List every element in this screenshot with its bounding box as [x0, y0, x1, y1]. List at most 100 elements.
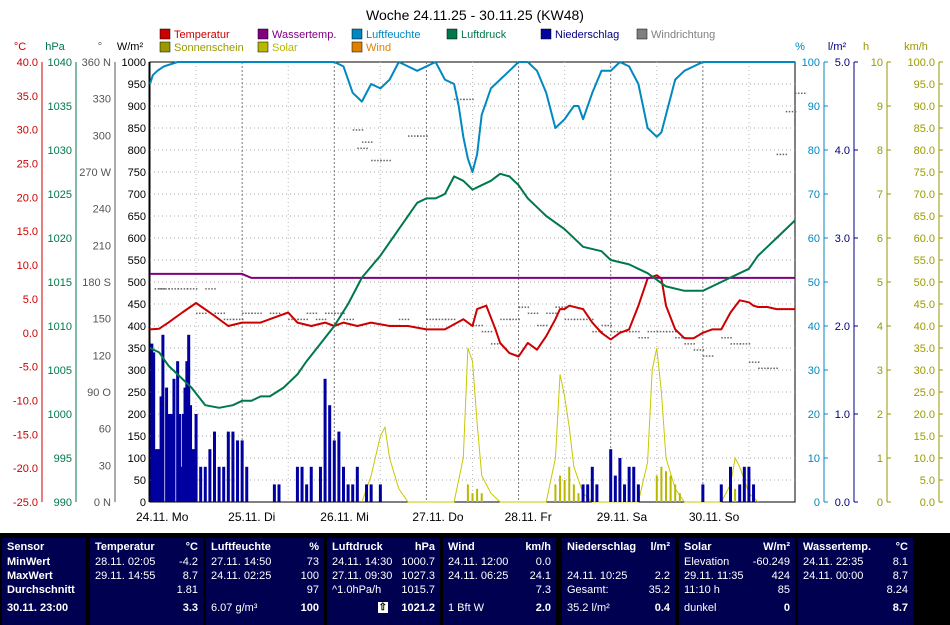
point-winddir — [460, 98, 462, 101]
point-winddir — [527, 312, 530, 315]
summary-solar-value: 0 — [783, 602, 790, 614]
point-winddir — [291, 318, 293, 321]
y-tick-pressure: 995 — [54, 453, 72, 465]
point-winddir — [386, 159, 388, 162]
summary-luftfeuchte-value: 100 — [300, 602, 319, 614]
point-winddir — [186, 288, 189, 290]
point-winddir — [195, 288, 198, 290]
point-winddir — [592, 330, 594, 333]
y-tick-wind: 50.0 — [914, 277, 935, 289]
point-winddir — [702, 349, 705, 351]
point-winddir — [537, 324, 539, 327]
y-tick-pressure: 1015 — [48, 277, 72, 289]
axis-unit-rain: l/m² — [828, 41, 847, 53]
point-winddir — [472, 98, 474, 101]
bar-rain — [177, 414, 181, 502]
summary-niederschlag-value: 2.2 — [654, 570, 670, 582]
y-tick-winddir: 360 N — [82, 57, 111, 69]
summary-wind-row: 24.11. 06:25 24.1 — [443, 570, 556, 584]
point-winddir — [801, 92, 803, 95]
point-winddir — [684, 343, 686, 345]
point-winddir — [798, 92, 800, 95]
point-winddir — [699, 349, 702, 351]
point-winddir — [736, 343, 738, 345]
y-tick-temp: 30.0 — [17, 125, 38, 137]
point-winddir — [205, 288, 207, 290]
point-winddir — [260, 312, 262, 315]
bar-rain — [226, 431, 230, 502]
point-winddir — [343, 318, 345, 321]
bar-rain — [203, 466, 207, 502]
summary-solar-title: Solar — [684, 541, 712, 553]
point-winddir — [503, 318, 505, 321]
point-winddir — [702, 355, 705, 357]
chart-title: Woche 24.11.25 - 30.11.25 (KW48) — [366, 7, 584, 23]
y-tick-wind: 65.0 — [914, 211, 935, 223]
bar-rain — [157, 449, 161, 502]
y-tick-wind: 80.0 — [914, 145, 935, 157]
summary-temperatur-row: 3.3 — [90, 602, 203, 616]
point-winddir — [374, 159, 376, 162]
point-winddir — [154, 288, 157, 290]
point-winddir — [217, 312, 219, 315]
summary-niederschlag-row: Gesamt: 35.2 — [562, 584, 675, 598]
bar-sunshine — [563, 480, 566, 502]
point-winddir — [478, 324, 480, 327]
summary-luftfeuchte-value: 97 — [306, 584, 319, 596]
point-winddir — [358, 129, 361, 131]
point-winddir — [303, 318, 305, 321]
label-current: 30.11. 23:00 — [7, 602, 69, 614]
point-winddir — [678, 337, 680, 339]
legend-swatch — [446, 28, 458, 40]
bar-sunshine — [471, 493, 474, 502]
point-winddir — [610, 330, 613, 333]
point-winddir — [638, 337, 640, 339]
bar-rain — [272, 484, 276, 502]
point-winddir — [490, 330, 493, 333]
summary-wassertemp-value: 8.7 — [892, 602, 908, 614]
point-winddir — [232, 318, 235, 321]
y-tick-solar: 0 — [140, 497, 146, 509]
point-winddir — [177, 288, 180, 290]
y-tick-humidity: 60 — [808, 233, 820, 245]
point-winddir — [561, 306, 563, 308]
summary-sensor-title: Sensor — [7, 541, 45, 553]
summary-temperatur-value: -4.2 — [179, 556, 198, 568]
y-tick-pressure: 1030 — [48, 145, 72, 157]
bar-rain — [154, 449, 158, 502]
y-tick-solar: 400 — [128, 321, 146, 333]
point-winddir — [641, 337, 643, 339]
point-winddir — [171, 288, 173, 290]
summary-wassertemp-label: 24.11. 22:35 — [803, 556, 864, 568]
point-winddir — [540, 324, 542, 327]
y-tick-sunshine: 4 — [877, 321, 883, 333]
point-winddir — [521, 306, 524, 308]
y-tick-solar: 950 — [128, 79, 146, 91]
axis-unit-solar: W/m² — [117, 41, 144, 53]
point-winddir — [487, 330, 490, 333]
summary-temperatur-value: 1.81 — [176, 584, 198, 596]
y-tick-humidity: 10 — [808, 453, 820, 465]
point-winddir — [346, 318, 348, 321]
x-tick-label: 30.11. So — [689, 510, 740, 524]
y-tick-humidity: 100 — [802, 57, 820, 69]
series-temperatur — [149, 274, 795, 358]
point-winddir — [564, 318, 567, 321]
point-winddir — [380, 159, 382, 162]
point-winddir — [644, 337, 646, 339]
bar-rain — [729, 466, 732, 502]
point-winddir — [361, 141, 364, 143]
point-winddir — [518, 318, 520, 321]
bar-rain — [613, 475, 617, 502]
point-winddir — [469, 98, 471, 101]
point-winddir — [773, 367, 775, 370]
point-winddir — [450, 318, 453, 321]
point-winddir — [573, 318, 576, 321]
legend-swatch — [351, 28, 363, 40]
point-winddir — [693, 349, 696, 351]
point-winddir — [466, 98, 468, 101]
bar-rain — [590, 466, 594, 502]
summary-wind-value: 7.3 — [535, 584, 551, 596]
summary-wind-unit: km/h — [525, 541, 551, 553]
summary-wind-value: 2.0 — [535, 602, 551, 614]
